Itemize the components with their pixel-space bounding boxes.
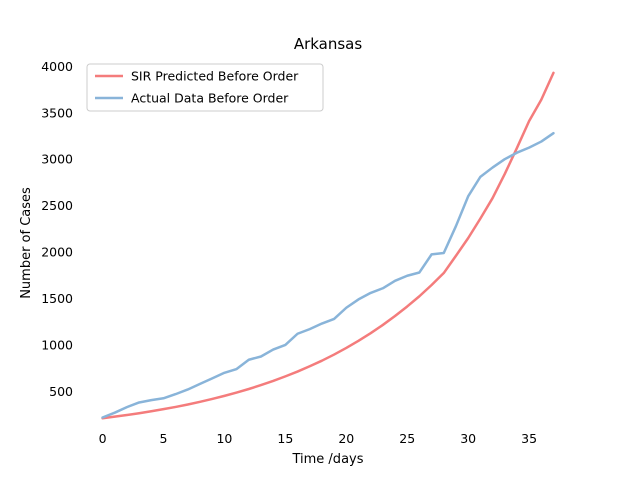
x-tick-label: 20 — [338, 431, 354, 446]
legend: SIR Predicted Before Order Actual Data B… — [86, 63, 324, 112]
series-line-actual-data — [101, 131, 555, 419]
series-layer — [101, 71, 555, 420]
y-tick-label: 2500 — [41, 198, 73, 213]
y-axis-label: Number of Cases — [19, 187, 34, 299]
y-tick-label: 3500 — [41, 105, 73, 120]
x-tick-label: 35 — [521, 431, 537, 446]
x-tick-label: 15 — [277, 431, 293, 446]
chart-title: Arkansas — [294, 35, 363, 53]
legend-label-actual-data: Actual Data Before Order — [131, 91, 289, 106]
y-tick-label: 1000 — [41, 337, 73, 352]
x-tick-label: 10 — [216, 431, 232, 446]
x-tick-label: 30 — [460, 431, 476, 446]
legend-frame — [86, 63, 324, 112]
series-line-sir-predicted — [101, 71, 555, 420]
x-axis-label: Time /days — [291, 452, 363, 467]
legend-label-sir-predicted: SIR Predicted Before Order — [131, 69, 299, 84]
y-tick-label: 1500 — [41, 291, 73, 306]
x-axis-ticks: 0 5 10 15 20 25 30 35 — [99, 431, 537, 446]
y-tick-label: 3000 — [41, 152, 73, 167]
x-tick-label: 0 — [99, 431, 107, 446]
y-axis-ticks: 500 1000 1500 2000 2500 3000 3500 4000 — [41, 59, 73, 399]
y-tick-label: 2000 — [41, 245, 73, 260]
y-tick-label: 4000 — [41, 59, 73, 74]
x-tick-label: 5 — [160, 431, 168, 446]
y-tick-label: 500 — [49, 384, 73, 399]
x-tick-label: 25 — [399, 431, 415, 446]
